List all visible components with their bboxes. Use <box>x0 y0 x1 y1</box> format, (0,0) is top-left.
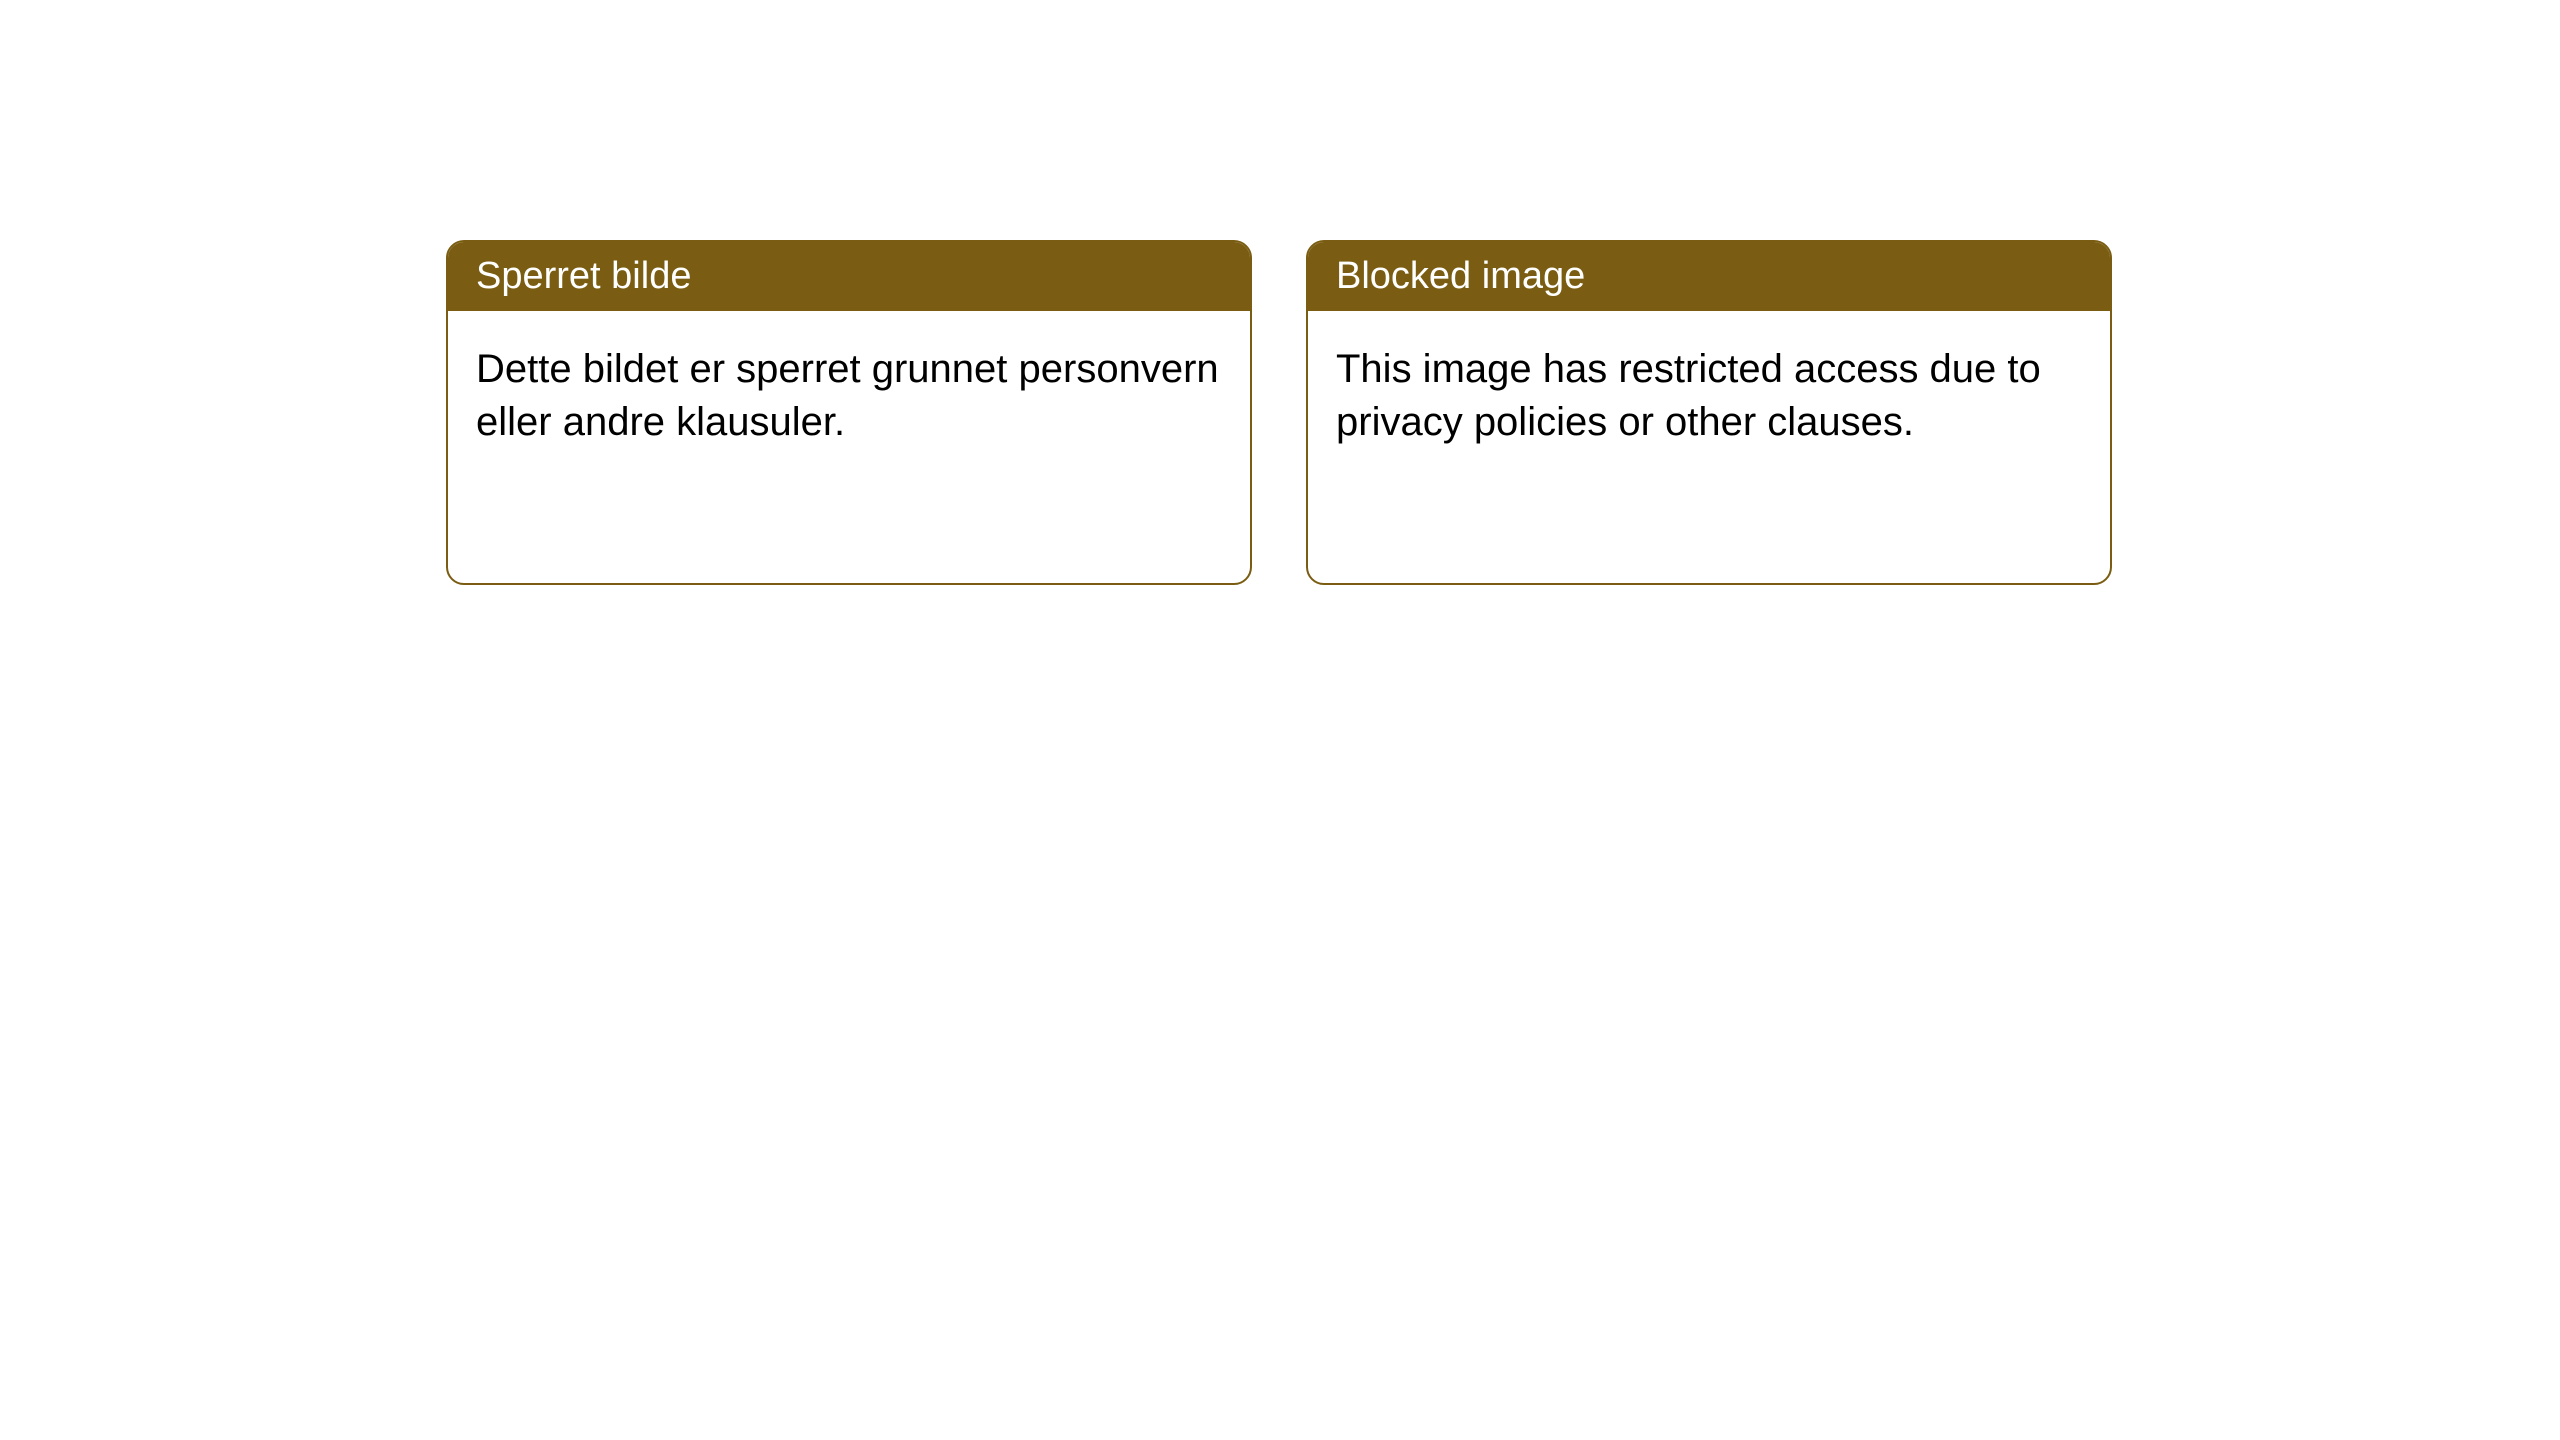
notice-header: Sperret bilde <box>448 242 1250 311</box>
notice-container: Sperret bilde Dette bildet er sperret gr… <box>446 240 2112 585</box>
notice-body: Dette bildet er sperret grunnet personve… <box>448 311 1250 583</box>
notice-body: This image has restricted access due to … <box>1308 311 2110 583</box>
notice-box-norwegian: Sperret bilde Dette bildet er sperret gr… <box>446 240 1252 585</box>
notice-header: Blocked image <box>1308 242 2110 311</box>
notice-body-text: Dette bildet er sperret grunnet personve… <box>476 347 1219 444</box>
notice-title: Sperret bilde <box>476 255 691 297</box>
notice-box-english: Blocked image This image has restricted … <box>1306 240 2112 585</box>
notice-title: Blocked image <box>1336 255 1585 297</box>
notice-body-text: This image has restricted access due to … <box>1336 347 2041 444</box>
